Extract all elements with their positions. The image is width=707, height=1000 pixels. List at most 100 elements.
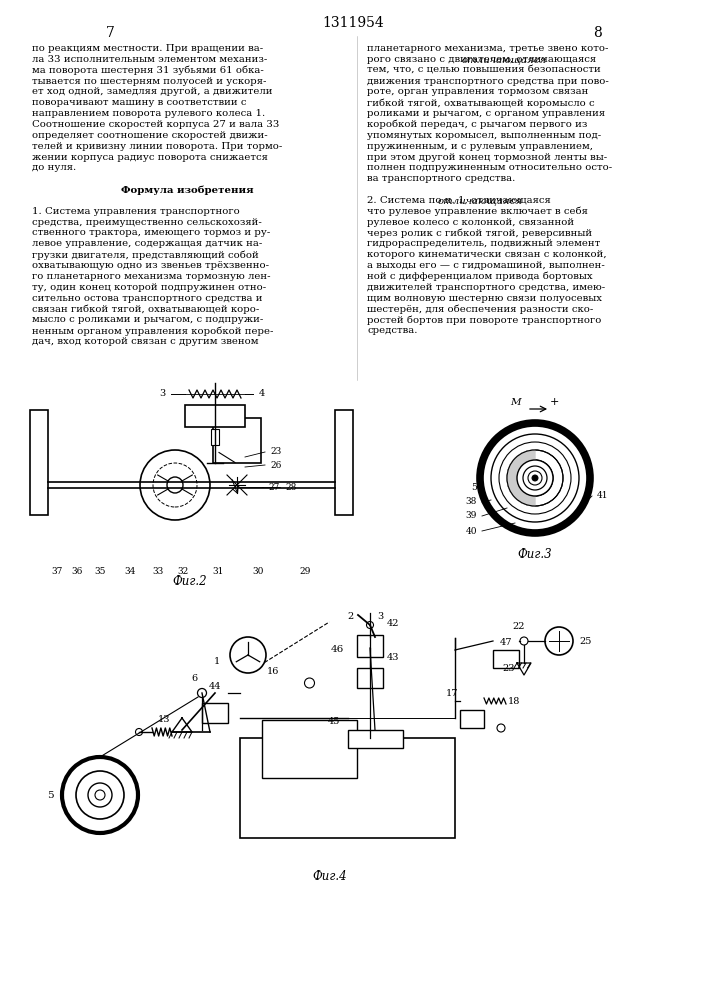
Text: 38: 38 — [466, 497, 477, 506]
Text: роте, орган управления тормозом связан: роте, орган управления тормозом связан — [367, 87, 588, 96]
Text: ту, один конец которой подпружинен отно-: ту, один конец которой подпружинен отно- — [32, 283, 266, 292]
Text: Фиг.3: Фиг.3 — [518, 548, 552, 561]
Text: 22: 22 — [513, 622, 525, 631]
Bar — [185, 405, 245, 427]
Text: 33: 33 — [153, 567, 163, 576]
Text: отличающаяся: отличающаяся — [462, 55, 547, 64]
Circle shape — [305, 678, 315, 688]
Text: 6: 6 — [191, 674, 197, 683]
Text: 5: 5 — [471, 484, 477, 492]
Text: 37: 37 — [52, 567, 63, 576]
Bar — [211, 428, 219, 444]
Text: 45: 45 — [327, 716, 340, 726]
Circle shape — [230, 637, 266, 673]
Text: роликами и рычагом, с органом управления: роликами и рычагом, с органом управления — [367, 109, 605, 118]
Text: ла 33 исполнительным элементом механиз-: ла 33 исполнительным элементом механиз- — [32, 55, 267, 64]
Text: 5: 5 — [47, 790, 54, 800]
Text: 28: 28 — [285, 483, 296, 491]
Circle shape — [532, 475, 538, 481]
Text: 7: 7 — [105, 26, 115, 40]
Text: жении корпуса радиус поворота снижается: жении корпуса радиус поворота снижается — [32, 152, 268, 161]
Text: 4: 4 — [259, 389, 265, 398]
Text: 42: 42 — [387, 619, 399, 629]
Text: 29: 29 — [299, 567, 310, 576]
Text: пружиненным, и с рулевым управлением,: пружиненным, и с рулевым управлением, — [367, 142, 593, 151]
Circle shape — [167, 477, 183, 493]
Text: 43: 43 — [387, 654, 399, 662]
Text: сительно остова транспортного средства и: сительно остова транспортного средства и — [32, 294, 262, 303]
Bar — [213, 418, 261, 462]
Text: гибкой тягой, охватывающей коромысло с: гибкой тягой, охватывающей коромысло с — [367, 98, 595, 108]
Text: 27: 27 — [268, 483, 279, 491]
Text: поворачивают машину в соответствии с: поворачивают машину в соответствии с — [32, 98, 247, 107]
Text: тывается по шестерням полуосей и ускоря-: тывается по шестерням полуосей и ускоря- — [32, 77, 267, 86]
Text: средства, преимущественно сельскохозяй-: средства, преимущественно сельскохозяй- — [32, 218, 262, 227]
Text: упомянутых коромысел, выполненным под-: упомянутых коромысел, выполненным под- — [367, 131, 601, 140]
Text: рулевое колесо с колонкой, связанной: рулевое колесо с колонкой, связанной — [367, 218, 574, 227]
Text: 1311954: 1311954 — [322, 16, 384, 30]
Text: 1: 1 — [214, 656, 220, 666]
Text: отличающаяся: отличающаяся — [437, 196, 522, 205]
Text: что рулевое управление включает в себя: что рулевое управление включает в себя — [367, 207, 588, 216]
Text: 13: 13 — [158, 715, 170, 724]
Text: 17: 17 — [445, 689, 458, 698]
Text: 18: 18 — [508, 696, 520, 706]
Circle shape — [140, 450, 210, 520]
Circle shape — [62, 757, 138, 833]
Text: полнен подпружиненным относительно осто-: полнен подпружиненным относительно осто- — [367, 163, 612, 172]
Bar — [240, 738, 455, 838]
Circle shape — [95, 790, 105, 800]
Text: 30: 30 — [252, 567, 264, 576]
Polygon shape — [507, 450, 535, 506]
Circle shape — [497, 724, 505, 732]
Text: дач, вход которой связан с другим звеном: дач, вход которой связан с другим звеном — [32, 337, 259, 346]
Text: ет ход одной, замедляя другой, а движители: ет ход одной, замедляя другой, а движите… — [32, 87, 272, 96]
Text: Соотношение скоростей корпуса 27 и вала 33: Соотношение скоростей корпуса 27 и вала … — [32, 120, 279, 129]
Text: ва транспортного средства.: ва транспортного средства. — [367, 174, 515, 183]
Bar — [357, 635, 383, 657]
Text: щим волновую шестерню связи полуосевых: щим волновую шестерню связи полуосевых — [367, 294, 602, 303]
Text: 23: 23 — [503, 664, 515, 673]
Text: 25: 25 — [579, 637, 591, 646]
Text: 36: 36 — [71, 567, 83, 576]
Text: ственного трактора, имеющего тормоз и ру-: ственного трактора, имеющего тормоз и ру… — [32, 228, 270, 237]
Circle shape — [366, 621, 373, 629]
Text: которого кинематически связан с колонкой,: которого кинематически связан с колонкой… — [367, 250, 607, 259]
Text: 3: 3 — [159, 389, 165, 398]
Text: 16: 16 — [267, 668, 279, 676]
Bar — [357, 668, 383, 688]
Text: Формула изобретения: Формула изобретения — [121, 185, 253, 195]
Text: Фиг.2: Фиг.2 — [173, 575, 207, 588]
Text: +: + — [549, 397, 559, 407]
Text: мысло с роликами и рычагом, с подпружи-: мысло с роликами и рычагом, с подпружи- — [32, 315, 263, 324]
Text: 41: 41 — [597, 491, 609, 500]
Text: 2. Система по п. 1, отличающаяся: 2. Система по п. 1, отличающаяся — [367, 196, 551, 205]
Circle shape — [523, 466, 547, 490]
Text: 44: 44 — [209, 682, 221, 691]
Bar — [262, 720, 357, 778]
Text: 31: 31 — [212, 567, 223, 576]
Circle shape — [197, 688, 206, 698]
Text: 47: 47 — [500, 638, 513, 647]
Text: 1. Система управления транспортного: 1. Система управления транспортного — [32, 207, 240, 216]
Text: М: М — [510, 398, 520, 407]
Text: 23: 23 — [270, 448, 281, 456]
Circle shape — [88, 783, 112, 807]
Text: 46: 46 — [331, 646, 344, 654]
Text: грузки двигателя, представляющий собой: грузки двигателя, представляющий собой — [32, 250, 259, 260]
Text: движителей транспортного средства, имею-: движителей транспортного средства, имею- — [367, 283, 605, 292]
Text: го планетарного механизма тормозную лен-: го планетарного механизма тормозную лен- — [32, 272, 271, 281]
Text: движения транспортного средства при пово-: движения транспортного средства при пово… — [367, 77, 609, 86]
Text: по реакциям местности. При вращении ва-: по реакциям местности. При вращении ва- — [32, 44, 263, 53]
Circle shape — [76, 771, 124, 819]
Circle shape — [545, 627, 573, 655]
Text: планетарного механизма, третье звено кото-: планетарного механизма, третье звено кот… — [367, 44, 609, 53]
Text: 26: 26 — [270, 460, 281, 470]
Text: ростей бортов при повороте транспортного: ростей бортов при повороте транспортного — [367, 315, 602, 325]
Text: 39: 39 — [466, 512, 477, 520]
Text: 40: 40 — [465, 526, 477, 536]
Text: Фиг.4: Фиг.4 — [312, 870, 347, 883]
Circle shape — [136, 728, 143, 736]
Bar — [460, 710, 484, 728]
Bar — [348, 730, 402, 748]
